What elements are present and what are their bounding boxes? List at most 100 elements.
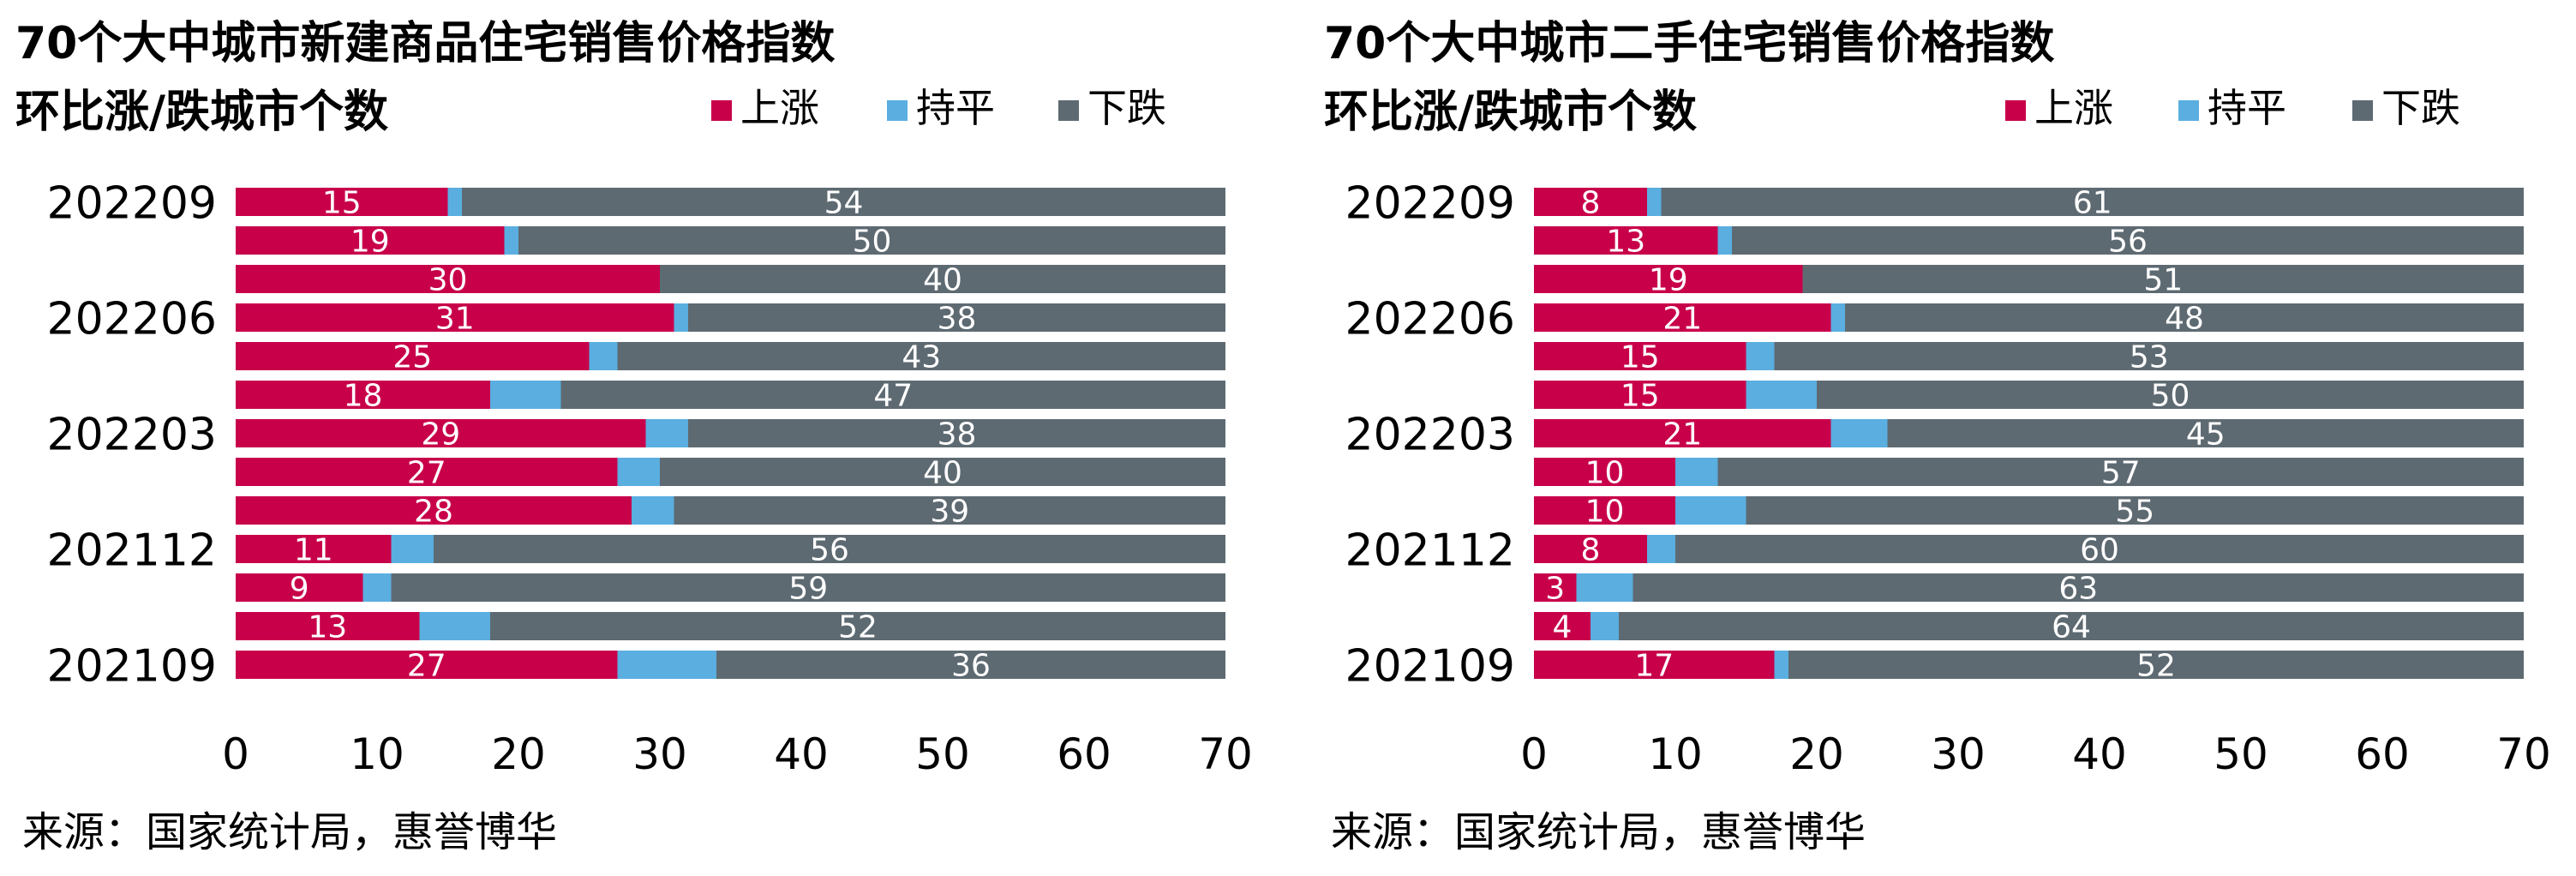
x-tick-label: 0 [1520, 729, 1548, 779]
data-label-up-5: 25 [392, 340, 432, 375]
bar-up-11 [1534, 573, 1577, 602]
bar-up-1 [236, 188, 448, 216]
category-label-7: 202203 [1345, 410, 1515, 461]
chart-title: 70个大中城市新建商品住宅销售价格指数 [15, 18, 835, 69]
bar-down-12 [490, 612, 1225, 640]
category-label-10: 202112 [1345, 525, 1515, 577]
bar-up-4 [1534, 303, 1831, 332]
bar-up-7 [236, 419, 646, 447]
bar-flat-4 [674, 303, 688, 332]
bar-up-4 [236, 303, 674, 332]
bar-down-1 [1661, 188, 2524, 216]
bar-down-13 [1788, 651, 2524, 679]
data-label-down-10: 56 [810, 533, 849, 568]
data-label-down-6: 50 [2151, 379, 2190, 414]
bar-down-5 [617, 342, 1225, 370]
data-label-up-8: 27 [407, 456, 446, 491]
bar-up-6 [1534, 381, 1746, 409]
bar-flat-6 [490, 381, 561, 409]
bar-down-4 [1845, 303, 2524, 332]
data-label-down-1: 61 [2073, 186, 2112, 221]
data-label-up-4: 31 [435, 302, 475, 337]
data-label-up-4: 21 [1662, 302, 1702, 337]
data-label-up-6: 18 [344, 379, 383, 414]
data-label-down-13: 36 [951, 649, 991, 684]
bar-flat-6 [1746, 381, 1817, 409]
legend-label-flat: 持平 [916, 85, 995, 131]
data-label-down-8: 40 [923, 456, 962, 491]
bar-up-7 [1534, 419, 1831, 447]
x-tick-label: 0 [222, 729, 249, 779]
bar-up-9 [236, 496, 632, 525]
x-tick-label: 60 [1057, 729, 1111, 779]
data-label-down-7: 38 [938, 417, 977, 453]
bar-flat-5 [589, 342, 618, 370]
bar-up-2 [1534, 226, 1718, 255]
bar-down-10 [434, 535, 1225, 563]
data-label-down-11: 63 [2058, 572, 2098, 607]
data-label-up-6: 15 [1620, 379, 1660, 414]
legend-label-flat: 持平 [2208, 85, 2286, 131]
x-tick-label: 10 [1648, 729, 1703, 779]
data-label-up-2: 13 [1606, 225, 1645, 260]
bar-flat-7 [645, 419, 688, 447]
bar-flat-8 [1675, 458, 1718, 486]
bar-up-5 [236, 342, 590, 370]
bar-up-8 [236, 458, 618, 486]
bar-flat-2 [504, 226, 518, 255]
data-label-up-13: 27 [407, 649, 446, 684]
bar-up-8 [1534, 458, 1675, 486]
data-label-down-12: 52 [838, 610, 878, 645]
bar-up-12 [1534, 612, 1591, 640]
x-tick-label: 70 [1198, 729, 1253, 779]
bar-down-3 [660, 265, 1225, 293]
bar-flat-10 [1647, 535, 1675, 563]
bar-flat-9 [632, 496, 674, 525]
bar-flat-2 [1717, 226, 1732, 255]
category-label-4: 202206 [46, 294, 217, 345]
bar-flat-11 [1576, 573, 1633, 602]
data-label-up-9: 28 [414, 495, 453, 530]
bar-flat-1 [1647, 188, 1662, 216]
bar-flat-12 [1591, 612, 1619, 640]
data-label-down-13: 52 [2136, 649, 2176, 684]
data-label-down-9: 39 [930, 495, 969, 530]
x-tick-label: 30 [632, 729, 687, 779]
data-label-up-3: 19 [1649, 263, 1688, 298]
data-label-down-3: 51 [2143, 263, 2183, 298]
data-label-down-9: 55 [2115, 495, 2154, 530]
x-tick-label: 40 [774, 729, 829, 779]
data-label-up-12: 4 [1553, 610, 1573, 645]
bar-down-9 [674, 496, 1225, 525]
bar-down-7 [1887, 419, 2524, 447]
data-label-down-5: 53 [2130, 340, 2169, 375]
legend-swatch-down [1058, 100, 1079, 121]
bar-up-3 [1534, 265, 1803, 293]
x-tick-label: 20 [491, 729, 546, 779]
bar-up-13 [1534, 651, 1775, 679]
bar-flat-13 [617, 651, 716, 679]
data-label-up-11: 9 [290, 572, 309, 607]
source-note: 来源：国家统计局，惠誉博华 [22, 808, 557, 856]
bar-flat-8 [617, 458, 660, 486]
bar-down-8 [1717, 458, 2524, 486]
bar-down-3 [1802, 265, 2524, 293]
bar-flat-1 [447, 188, 462, 216]
category-label-13: 202109 [1345, 641, 1515, 693]
chart-subtitle: 环比涨/跌城市个数 [1324, 87, 1697, 138]
data-label-up-9: 10 [1585, 495, 1625, 530]
x-tick-label: 20 [1789, 729, 1844, 779]
data-label-up-7: 29 [421, 417, 460, 453]
data-label-up-3: 30 [428, 263, 468, 298]
bar-up-11 [236, 573, 363, 602]
legend-swatch-flat [2178, 100, 2199, 121]
category-label-1: 202209 [46, 178, 217, 230]
category-label-4: 202206 [1345, 294, 1515, 345]
category-label-7: 202203 [46, 410, 217, 461]
data-label-up-10: 11 [294, 533, 333, 568]
data-label-up-7: 21 [1662, 417, 1702, 453]
bar-up-1 [1534, 188, 1647, 216]
bar-down-10 [1675, 535, 2524, 563]
bar-flat-10 [391, 535, 434, 563]
